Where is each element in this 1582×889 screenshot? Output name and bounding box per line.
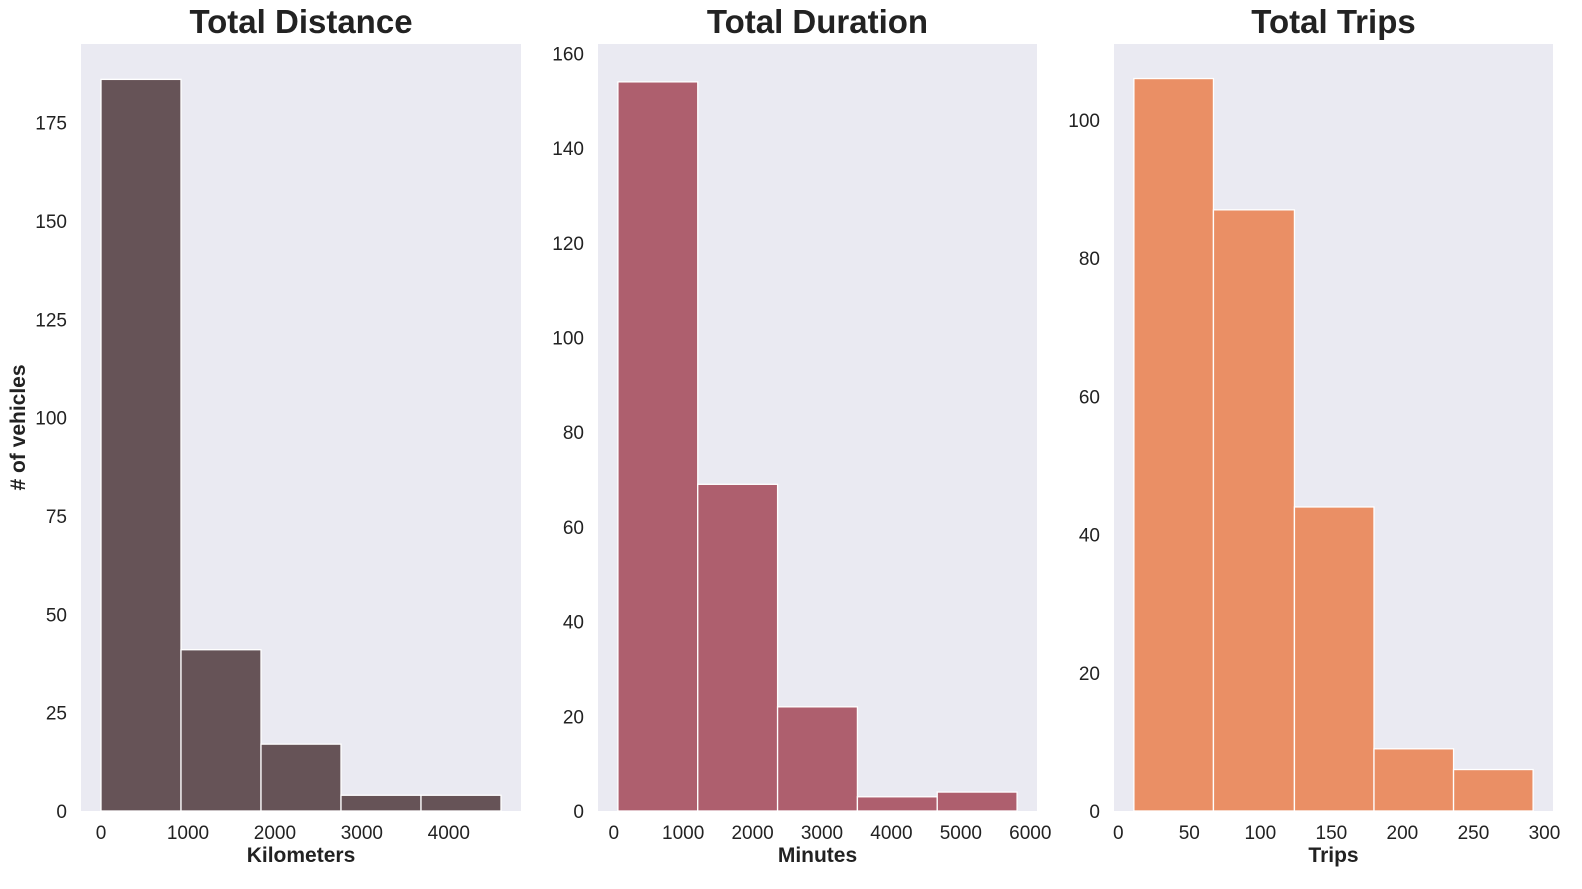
x-axis-label: Trips	[1308, 844, 1358, 867]
y-tick-label: 125	[35, 310, 67, 331]
x-tick-label: 3000	[801, 823, 843, 844]
x-tick-label: 1000	[662, 823, 704, 844]
chart-panel-3: 0 50 100 150 200 250 300 0 20 40 60 80 100 Total Trip…	[1068, 3, 1560, 867]
chart-panel-1: 0 1000 2000 3000 4000 0 25 50 75 100 125 150 175 Tota…	[7, 3, 521, 867]
chart-title: Total Duration	[707, 3, 928, 40]
histogram-bar-4	[1373, 748, 1455, 812]
y-tick-label: 80	[563, 423, 584, 444]
histogram-bar-1	[1133, 77, 1215, 812]
y-tick-label: 60	[1079, 387, 1100, 408]
y-tick-label: 120	[552, 234, 584, 255]
histogram-bar-5	[936, 791, 1018, 812]
x-tick-label: 0	[608, 823, 619, 844]
histogram-bar-3	[1293, 506, 1375, 812]
x-tick-label: 2000	[731, 823, 773, 844]
y-tick-label: 20	[563, 707, 584, 728]
x-tick-label: 0	[1113, 823, 1124, 844]
x-tick-label: 150	[1316, 823, 1348, 844]
chart-panel-2: 0 1000 2000 3000 4000 5000 6000 0 20 40 60 80 100 120…	[552, 3, 1051, 867]
y-tick-label: 160	[552, 44, 584, 65]
y-tick-label: 40	[1079, 526, 1100, 547]
y-tick-label: 50	[46, 605, 67, 626]
y-tick-label: 140	[552, 139, 584, 160]
y-tick-label: 100	[1068, 111, 1100, 132]
histogram-bar-2	[697, 483, 779, 812]
x-tick-label: 300	[1529, 823, 1561, 844]
histogram-bar-5	[420, 794, 502, 812]
y-tick-label: 20	[1079, 664, 1100, 685]
histogram-bar-4	[856, 796, 938, 812]
x-tick-label: 5000	[940, 823, 982, 844]
x-tick-label: 50	[1179, 823, 1200, 844]
x-tick-label: 200	[1387, 823, 1419, 844]
x-tick-label: 2000	[254, 823, 296, 844]
histogram-bar-3	[776, 706, 859, 812]
y-tick-label: 100	[35, 409, 67, 430]
x-tick-label: 100	[1244, 823, 1276, 844]
y-tick-label: 0	[573, 802, 584, 823]
histogram-bar-3	[260, 743, 342, 812]
y-tick-label: 80	[1079, 249, 1100, 270]
y-tick-label: 150	[35, 212, 67, 233]
chart-title: Total Distance	[189, 3, 412, 40]
y-tick-label: 175	[35, 114, 67, 135]
y-tick-label: 40	[563, 613, 584, 634]
histogram-bar-2	[180, 649, 262, 812]
y-tick-label: 25	[46, 704, 67, 725]
y-tick-label: 0	[56, 802, 67, 823]
chart-title: Total Trips	[1251, 3, 1415, 40]
x-tick-label: 250	[1458, 823, 1490, 844]
x-tick-label: 0	[96, 823, 107, 844]
histogram-bar-4	[340, 794, 422, 812]
histogram-bar-5	[1452, 768, 1534, 812]
x-tick-label: 3000	[341, 823, 383, 844]
x-tick-label: 4000	[870, 823, 912, 844]
y-tick-label: 100	[552, 329, 584, 350]
x-axis-label: Minutes	[778, 844, 857, 867]
y-tick-label: 0	[1089, 802, 1100, 823]
x-tick-label: 1000	[167, 823, 209, 844]
y-tick-label: 60	[563, 518, 584, 539]
x-axis-label: Kilometers	[247, 844, 356, 867]
histogram-bar-1	[100, 78, 182, 812]
y-tick-label: 75	[46, 507, 67, 528]
histogram-bar-2	[1212, 209, 1296, 812]
x-tick-label: 6000	[1009, 823, 1051, 844]
x-tick-label: 4000	[428, 823, 470, 844]
histogram-bar-1	[617, 81, 699, 812]
y-axis-label: # of vehicles	[7, 364, 30, 490]
